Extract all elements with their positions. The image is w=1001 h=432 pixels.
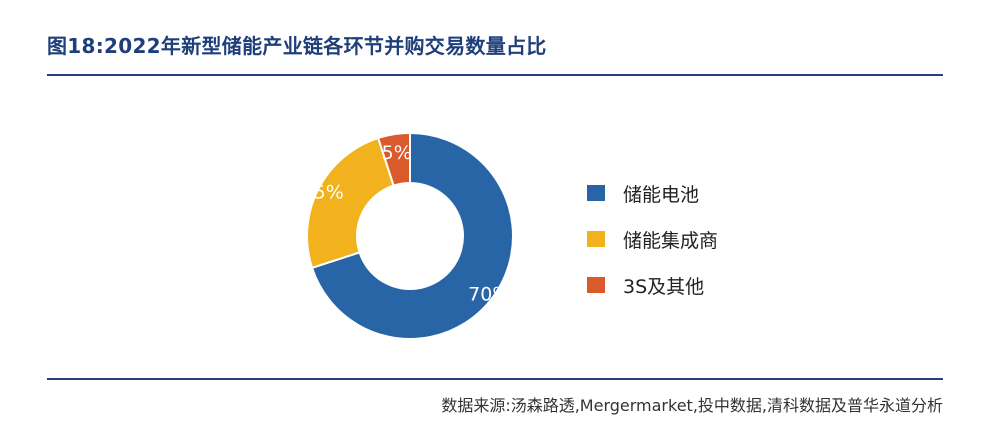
title-divider	[47, 74, 943, 76]
donut-slice-0	[310, 131, 514, 340]
legend-swatch-0	[587, 185, 605, 201]
legend-label-2: 3S及其他	[623, 276, 704, 298]
donut-slice-2	[376, 131, 411, 187]
chart-title: 图18:2022年新型储能产业链各环节并购交易数量占比	[47, 34, 547, 58]
legend-swatch-2	[587, 277, 605, 293]
data-label-0: 70%	[468, 284, 510, 306]
legend-label-1: 储能集成商	[623, 230, 718, 252]
footer-divider	[47, 378, 943, 380]
data-label-1: 25%	[302, 182, 344, 204]
data-label-2: 5%	[382, 142, 412, 164]
legend-swatch-1	[587, 231, 605, 247]
legend-label-0: 储能电池	[623, 184, 699, 206]
source-note: 数据来源:汤森路透,Mergermarket,投中数据,清科数据及普华永道分析	[441, 396, 943, 415]
donut-slice-1	[306, 136, 395, 270]
